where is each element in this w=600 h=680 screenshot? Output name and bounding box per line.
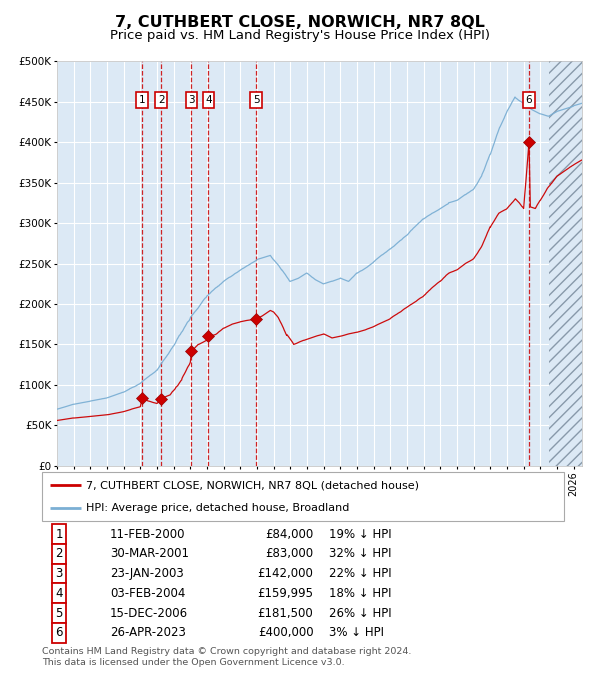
- FancyBboxPatch shape: [42, 472, 564, 521]
- Text: £83,000: £83,000: [265, 547, 313, 560]
- Text: 15-DEC-2006: 15-DEC-2006: [110, 607, 188, 619]
- Text: 23-JAN-2003: 23-JAN-2003: [110, 567, 184, 580]
- Text: Contains HM Land Registry data © Crown copyright and database right 2024.
This d: Contains HM Land Registry data © Crown c…: [42, 647, 412, 667]
- Text: 6: 6: [55, 626, 63, 639]
- Text: 3% ↓ HPI: 3% ↓ HPI: [329, 626, 384, 639]
- Text: 5: 5: [253, 95, 260, 105]
- Text: 7, CUTHBERT CLOSE, NORWICH, NR7 8QL: 7, CUTHBERT CLOSE, NORWICH, NR7 8QL: [115, 15, 485, 30]
- Text: £181,500: £181,500: [257, 607, 313, 619]
- Text: £400,000: £400,000: [258, 626, 313, 639]
- Text: HPI: Average price, detached house, Broadland: HPI: Average price, detached house, Broa…: [86, 503, 350, 513]
- Text: 1: 1: [139, 95, 146, 105]
- Text: 22% ↓ HPI: 22% ↓ HPI: [329, 567, 392, 580]
- Text: 2: 2: [55, 547, 63, 560]
- Text: 18% ↓ HPI: 18% ↓ HPI: [329, 587, 392, 600]
- Text: 19% ↓ HPI: 19% ↓ HPI: [329, 528, 392, 541]
- Text: 26-APR-2023: 26-APR-2023: [110, 626, 186, 639]
- Bar: [548, 61, 582, 466]
- Text: Price paid vs. HM Land Registry's House Price Index (HPI): Price paid vs. HM Land Registry's House …: [110, 29, 490, 41]
- Text: £159,995: £159,995: [257, 587, 313, 600]
- Text: 5: 5: [56, 607, 63, 619]
- Text: 6: 6: [526, 95, 532, 105]
- Text: 3: 3: [56, 567, 63, 580]
- Text: 03-FEB-2004: 03-FEB-2004: [110, 587, 185, 600]
- Text: £84,000: £84,000: [265, 528, 313, 541]
- Text: £142,000: £142,000: [257, 567, 313, 580]
- Text: 1: 1: [55, 528, 63, 541]
- Text: 3: 3: [188, 95, 195, 105]
- Text: 2: 2: [158, 95, 164, 105]
- Text: 32% ↓ HPI: 32% ↓ HPI: [329, 547, 392, 560]
- Text: 30-MAR-2001: 30-MAR-2001: [110, 547, 189, 560]
- Text: 4: 4: [205, 95, 212, 105]
- Text: 4: 4: [55, 587, 63, 600]
- Text: 7, CUTHBERT CLOSE, NORWICH, NR7 8QL (detached house): 7, CUTHBERT CLOSE, NORWICH, NR7 8QL (det…: [86, 480, 419, 490]
- Text: 26% ↓ HPI: 26% ↓ HPI: [329, 607, 392, 619]
- Text: 11-FEB-2000: 11-FEB-2000: [110, 528, 185, 541]
